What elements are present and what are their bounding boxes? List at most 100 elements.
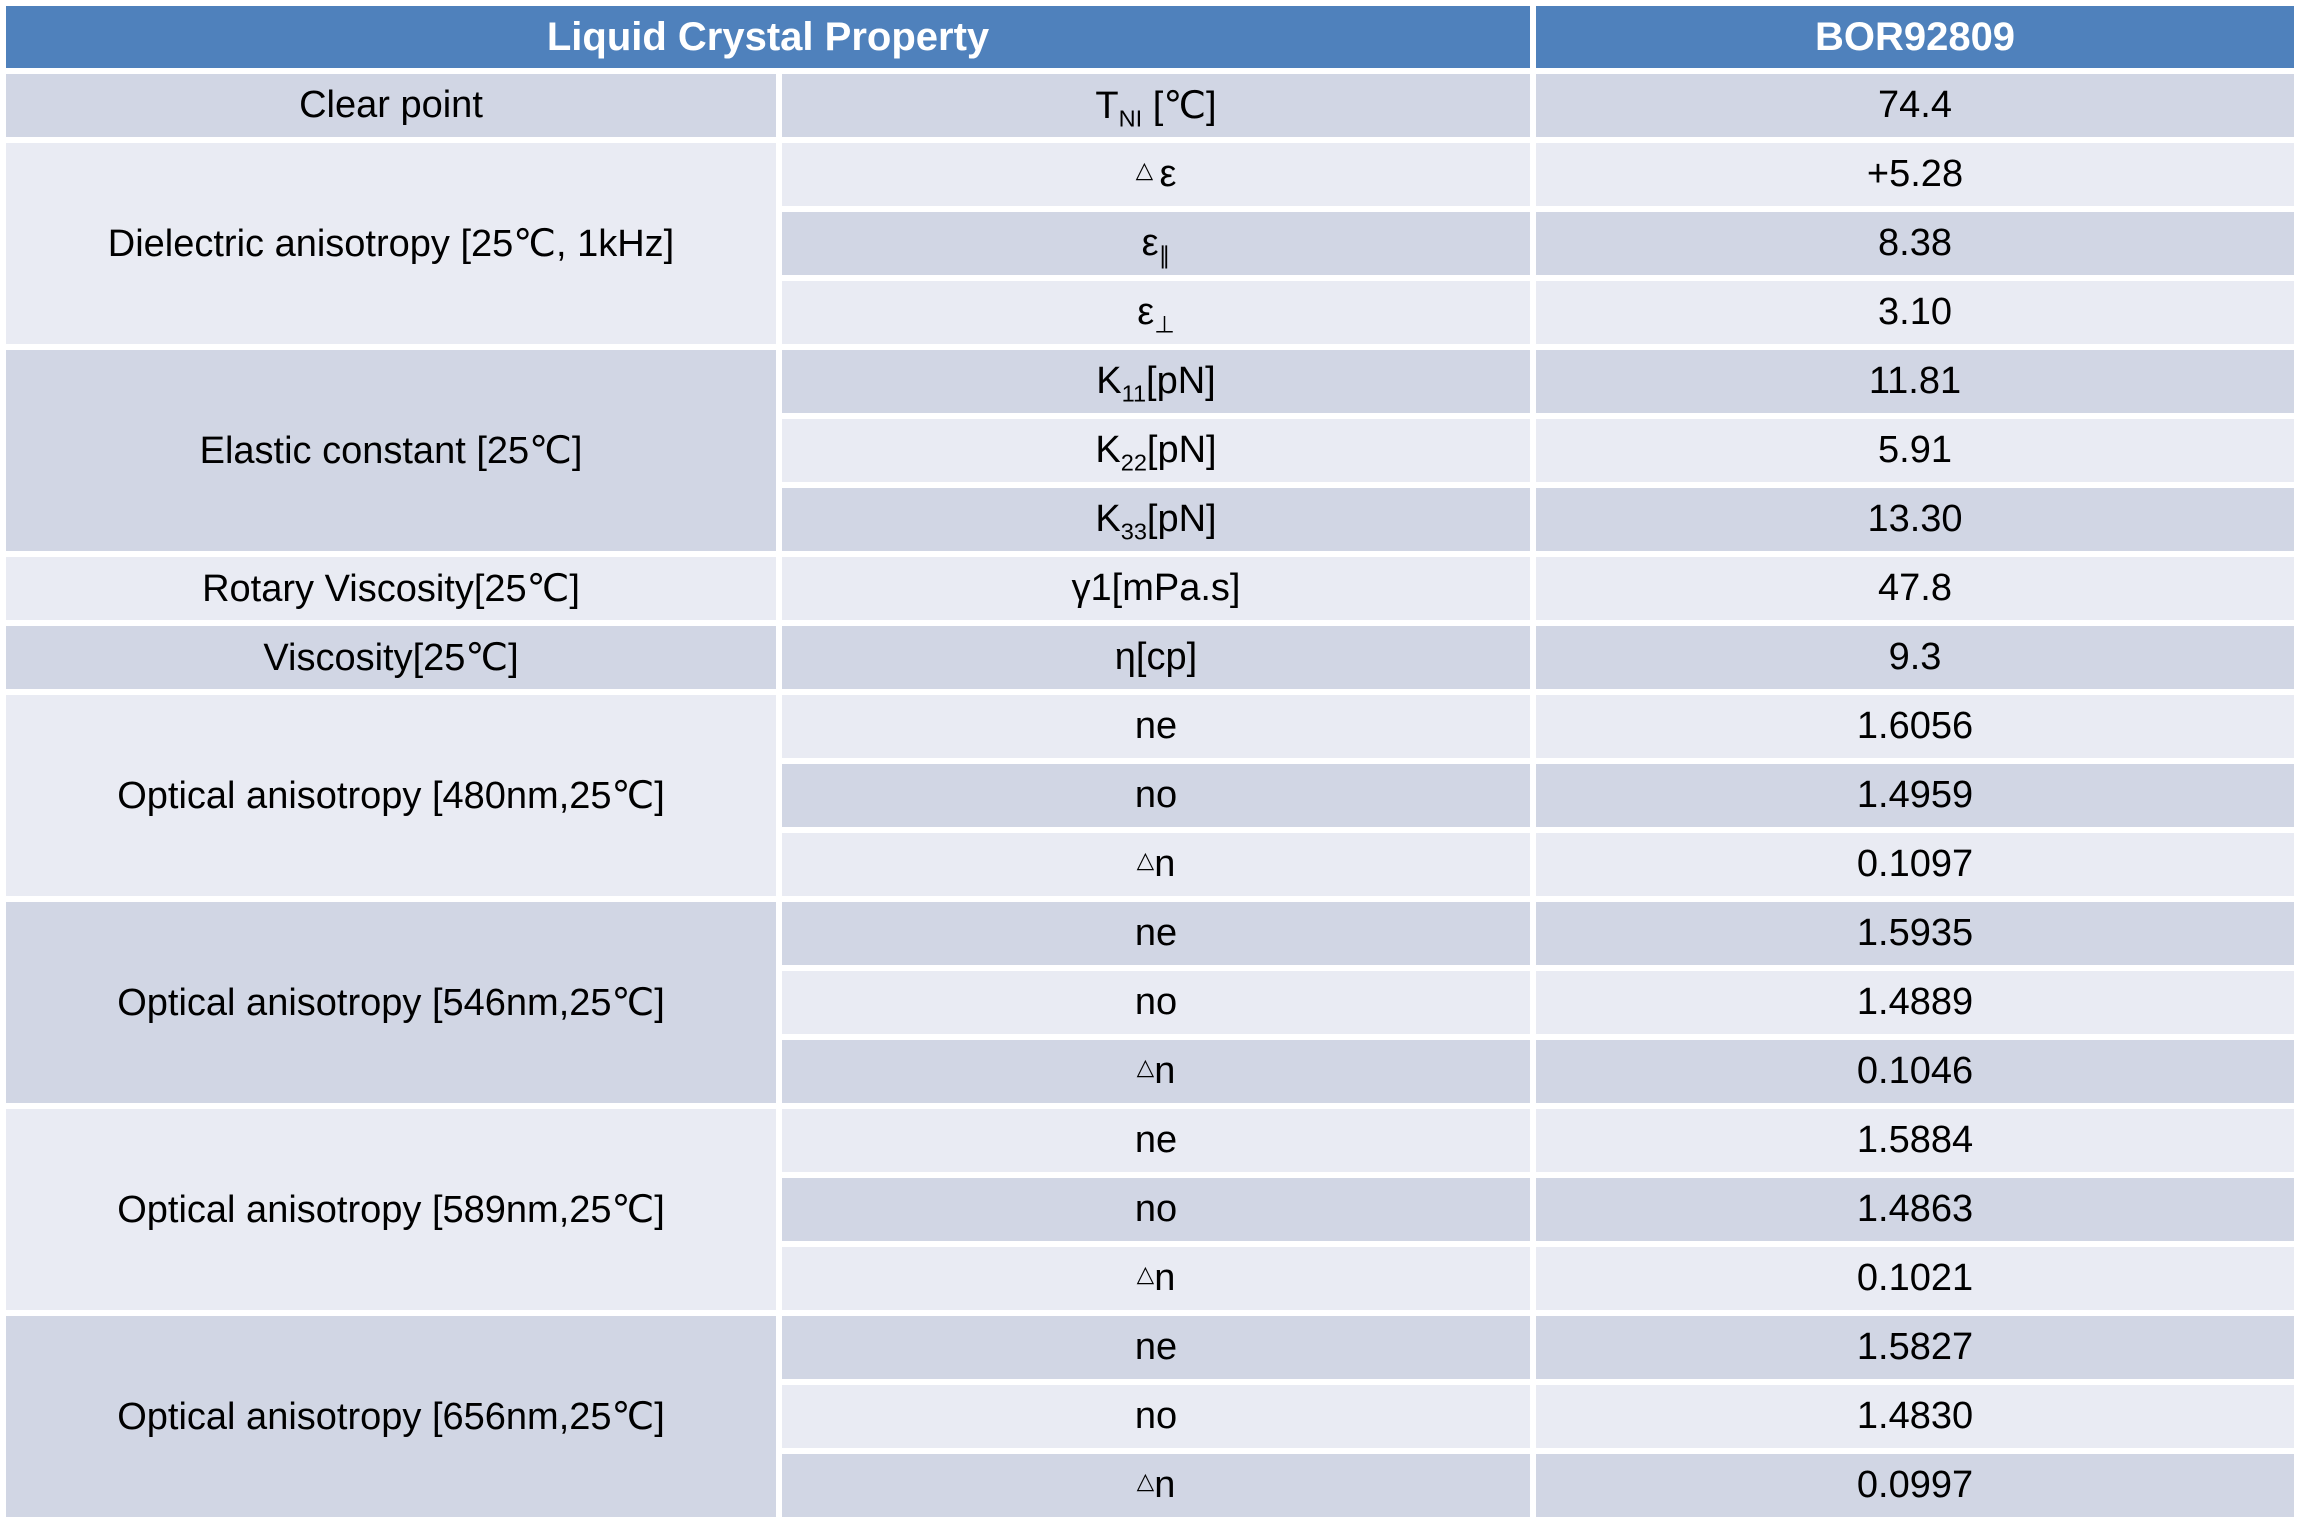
value-cell: 11.81 — [1536, 350, 2294, 413]
value-cell: 0.1046 — [1536, 1040, 2294, 1103]
value-cell: 1.5935 — [1536, 902, 2294, 965]
value-cell: 1.6056 — [1536, 695, 2294, 758]
symbol-base: no — [1134, 981, 1178, 1023]
symbol-base: ne — [1134, 1326, 1178, 1368]
value-cell: 1.4959 — [1536, 764, 2294, 827]
parameter-symbol-cell: TNI [℃] — [782, 74, 1530, 137]
symbol-base: K — [1096, 360, 1122, 402]
col-header-property: Liquid Crystal Property — [6, 6, 1530, 68]
symbol-base: ε — [1159, 153, 1177, 195]
value-cell: 47.8 — [1536, 557, 2294, 620]
value-cell: 3.10 — [1536, 281, 2294, 344]
symbol-base: K — [1095, 498, 1121, 540]
symbol-base: η[cp] — [1114, 636, 1198, 678]
parameter-symbol-cell: △n — [782, 1040, 1530, 1103]
parameter-symbol-cell: no — [782, 1385, 1530, 1448]
table-row: △n 0.1021 — [6, 1247, 2294, 1310]
property-group-cell: Elastic constant [25℃] — [6, 350, 776, 551]
table-row: Clear point TNI [℃] 74.4 — [6, 74, 2294, 137]
property-group-cell: Optical anisotropy [480nm,25℃] — [6, 695, 776, 896]
parameter-symbol-cell: ne — [782, 1109, 1530, 1172]
symbol-unit: [pN] — [1146, 429, 1217, 471]
symbol-base: γ1[mPa.s] — [1071, 567, 1241, 609]
value-cell: 1.4889 — [1536, 971, 2294, 1034]
symbol-unit: [℃] — [1142, 85, 1217, 127]
parameter-symbol-cell: ne — [782, 695, 1530, 758]
parameter-symbol-cell: ne — [782, 1316, 1530, 1379]
table-row: Optical anisotropy [656nm,25℃] ne 1.5827 — [6, 1316, 2294, 1517]
symbol-base: n — [1154, 1257, 1176, 1299]
parameter-symbol-cell: no — [782, 764, 1530, 827]
table-row: no 1.4889 — [6, 971, 2294, 1034]
symbol-base: ne — [1134, 1119, 1178, 1161]
symbol-triangle: △ — [1136, 846, 1155, 873]
symbol-base: ne — [1134, 705, 1178, 747]
parameter-symbol-cell: ne — [782, 902, 1530, 965]
table-row: Optical anisotropy [546nm,25℃] ne 1.5935 — [6, 902, 2294, 1103]
symbol-triangle: △ — [1136, 1053, 1155, 1080]
parameter-symbol-cell: η[cp] — [782, 626, 1530, 689]
symbol-subscript: NI — [1118, 105, 1143, 132]
table-row: ε⊥ 3.10 — [6, 281, 2294, 344]
property-group-cell: Viscosity[25℃] — [6, 626, 776, 689]
value-cell: 1.4863 — [1536, 1178, 2294, 1241]
property-group-cell: Rotary Viscosity[25℃] — [6, 557, 776, 620]
parameter-symbol-cell: γ1[mPa.s] — [782, 557, 1530, 620]
value-cell: 1.4830 — [1536, 1385, 2294, 1448]
value-cell: 0.0997 — [1536, 1454, 2294, 1517]
symbol-unit: [pN] — [1146, 498, 1217, 540]
symbol-base: ε — [1137, 291, 1155, 333]
parameter-symbol-cell: ε⊥ — [782, 281, 1530, 344]
symbol-base: K — [1095, 429, 1121, 471]
property-group-cell: Optical anisotropy [589nm,25℃] — [6, 1109, 776, 1310]
symbol-base: T — [1095, 85, 1119, 127]
symbol-subscript: ∥ — [1158, 242, 1171, 269]
value-cell: 74.4 — [1536, 74, 2294, 137]
table-row: Optical anisotropy [589nm,25℃] ne 1.5884 — [6, 1109, 2294, 1310]
value-cell: 0.1097 — [1536, 833, 2294, 896]
value-cell: 1.5827 — [1536, 1316, 2294, 1379]
value-cell: 9.3 — [1536, 626, 2294, 689]
parameter-symbol-cell: no — [782, 1178, 1530, 1241]
property-group-cell: Optical anisotropy [546nm,25℃] — [6, 902, 776, 1103]
table-row: K22[pN] 5.91 — [6, 419, 2294, 482]
parameter-symbol-cell: K22[pN] — [782, 419, 1530, 482]
property-group-cell: Optical anisotropy [656nm,25℃] — [6, 1316, 776, 1517]
table-row: Viscosity[25℃] η[cp] 9.3 — [6, 626, 2294, 689]
symbol-unit: [pN] — [1146, 360, 1216, 402]
parameter-symbol-cell: ε∥ — [782, 212, 1530, 275]
symbol-subscript: 33 — [1120, 518, 1147, 545]
parameter-symbol-cell: △ ε — [782, 143, 1530, 206]
table-row: Elastic constant [25℃] K11[pN] 11.81 — [6, 350, 2294, 551]
header-row: Liquid Crystal Property BOR92809 — [6, 6, 2294, 68]
table-row: △n 0.0997 — [6, 1454, 2294, 1517]
table-row: △n 0.1097 — [6, 833, 2294, 896]
parameter-symbol-cell: K11[pN] — [782, 350, 1530, 413]
symbol-subscript: 22 — [1120, 449, 1147, 476]
col-header-sample: BOR92809 — [1536, 6, 2294, 68]
symbol-base: no — [1134, 774, 1178, 816]
parameter-symbol-cell: △n — [782, 1247, 1530, 1310]
table-row: no 1.4830 — [6, 1385, 2294, 1448]
parameter-symbol-cell: K33[pN] — [782, 488, 1530, 551]
parameter-symbol-cell: △n — [782, 1454, 1530, 1517]
value-cell: 8.38 — [1536, 212, 2294, 275]
table-row: no 1.4959 — [6, 764, 2294, 827]
symbol-triangle: △ — [1135, 156, 1160, 183]
table-row: Rotary Viscosity[25℃] γ1[mPa.s] 47.8 — [6, 557, 2294, 620]
table-row: Dielectric anisotropy [25℃, 1kHz] △ ε +5… — [6, 143, 2294, 344]
symbol-triangle: △ — [1136, 1260, 1155, 1287]
symbol-base: n — [1154, 1050, 1176, 1092]
property-group-cell: Dielectric anisotropy [25℃, 1kHz] — [6, 143, 776, 344]
table-row: Optical anisotropy [480nm,25℃] ne 1.6056 — [6, 695, 2294, 896]
symbol-base: no — [1134, 1188, 1178, 1230]
value-cell: 0.1021 — [1536, 1247, 2294, 1310]
symbol-subscript: ⊥ — [1154, 311, 1175, 338]
value-cell: 13.30 — [1536, 488, 2294, 551]
symbol-subscript: 11 — [1121, 380, 1147, 407]
property-group-cell: Clear point — [6, 74, 776, 137]
symbol-triangle: △ — [1136, 1467, 1155, 1494]
symbol-base: no — [1134, 1395, 1178, 1437]
value-cell: 5.91 — [1536, 419, 2294, 482]
